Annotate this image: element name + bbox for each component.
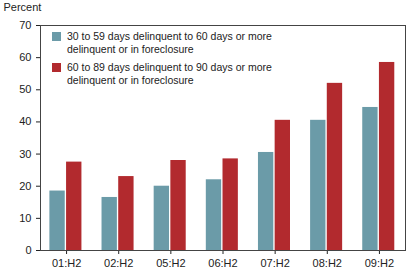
svg-text:07:H2: 07:H2: [260, 257, 289, 269]
svg-text:40: 40: [19, 115, 31, 127]
svg-text:10: 10: [19, 212, 31, 224]
svg-text:0: 0: [25, 244, 31, 256]
svg-text:01:H2: 01:H2: [52, 257, 81, 269]
svg-text:08:H2: 08:H2: [313, 257, 342, 269]
html-text:60 to 89 days delinquent to 90: 60 to 89 days delinquent to 90 days or m…: [67, 61, 272, 86]
svg-text:Percent: Percent: [4, 1, 42, 13]
html-text:30 to 59 days delinquent to 60: 30 to 59 days delinquent to 60 days or m…: [67, 30, 272, 55]
svg-text:50: 50: [19, 83, 31, 95]
svg-text:02:H2: 02:H2: [104, 257, 133, 269]
svg-text:60: 60: [19, 51, 31, 63]
svg-text:70: 70: [19, 19, 31, 31]
svg-text:09:H2: 09:H2: [365, 257, 394, 269]
svg-text:05:H2: 05:H2: [156, 257, 185, 269]
svg-text:30: 30: [19, 148, 31, 160]
svg-text:06:H2: 06:H2: [208, 257, 237, 269]
svg-text:20: 20: [19, 180, 31, 192]
